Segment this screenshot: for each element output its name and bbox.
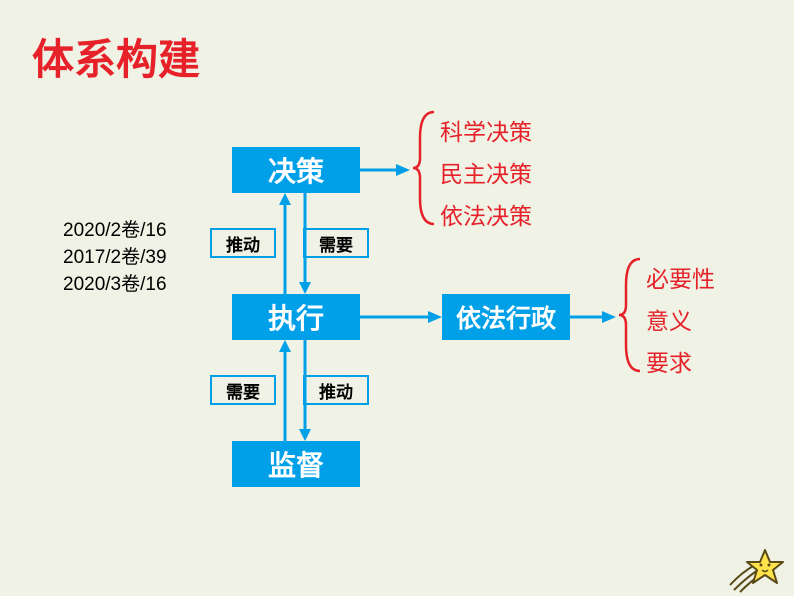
node-decision: 决策 [232, 147, 360, 193]
arrow-decision-bracket [360, 160, 410, 180]
node-execute-label: 执行 [268, 297, 324, 337]
node-execute: 执行 [232, 294, 360, 340]
small-push1: 推动 [210, 228, 276, 258]
redlist2-item1: 意义 [646, 302, 692, 336]
bracket2-icon [616, 255, 644, 375]
redlist2-item0: 必要性 [646, 260, 715, 294]
small-need1-label: 需要 [319, 231, 353, 256]
page-title: 体系构建 [32, 26, 200, 87]
small-push1-label: 推动 [226, 231, 260, 256]
arrow-execute-lawgov [360, 306, 442, 328]
node-supervise: 监督 [232, 441, 360, 487]
small-need2: 需要 [210, 375, 276, 405]
ref-item1: 2017/2卷/39 [63, 242, 167, 269]
node-lawgov: 依法行政 [442, 294, 570, 340]
arrow-lawgov-bracket [570, 307, 616, 327]
redlist1-item1: 民主决策 [440, 155, 532, 189]
redlist1-item0: 科学决策 [440, 113, 532, 147]
small-push2: 推动 [303, 375, 369, 405]
redlist1-item2: 依法决策 [440, 197, 532, 231]
small-need2-label: 需要 [226, 378, 260, 403]
ref-item2: 2020/3卷/16 [63, 269, 167, 296]
bracket1-icon [410, 108, 438, 228]
ref-item0: 2020/2卷/16 [63, 215, 167, 242]
star-doodle-icon [720, 540, 790, 595]
node-lawgov-label: 依法行政 [456, 299, 556, 335]
node-decision-label: 决策 [268, 150, 324, 190]
redlist2-item2: 要求 [646, 344, 692, 378]
small-push2-label: 推动 [319, 378, 353, 403]
node-supervise-label: 监督 [268, 444, 324, 484]
small-need1: 需要 [303, 228, 369, 258]
